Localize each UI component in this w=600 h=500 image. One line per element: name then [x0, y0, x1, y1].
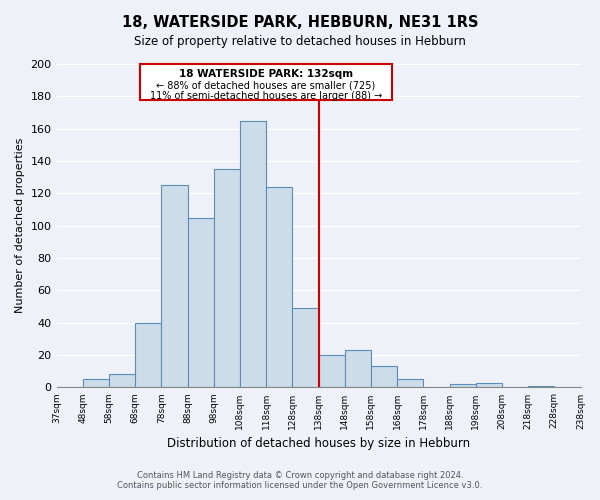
Text: Size of property relative to detached houses in Hebburn: Size of property relative to detached ho…: [134, 35, 466, 48]
Bar: [345, 350, 371, 388]
X-axis label: Distribution of detached houses by size in Hebburn: Distribution of detached houses by size …: [167, 437, 470, 450]
Text: Contains HM Land Registry data © Crown copyright and database right 2024.
Contai: Contains HM Land Registry data © Crown c…: [118, 470, 482, 490]
Bar: [476, 382, 502, 388]
Bar: [319, 355, 345, 388]
Bar: [161, 186, 188, 388]
Text: 11% of semi-detached houses are larger (88) →: 11% of semi-detached houses are larger (…: [150, 92, 382, 102]
Bar: [240, 120, 266, 388]
Bar: [266, 187, 292, 388]
Bar: [397, 380, 424, 388]
Bar: [135, 322, 161, 388]
Bar: [371, 366, 397, 388]
Text: 18, WATERSIDE PARK, HEBBURN, NE31 1RS: 18, WATERSIDE PARK, HEBBURN, NE31 1RS: [122, 15, 478, 30]
Bar: [214, 169, 240, 388]
Text: 18 WATERSIDE PARK: 132sqm: 18 WATERSIDE PARK: 132sqm: [179, 69, 353, 79]
Y-axis label: Number of detached properties: Number of detached properties: [15, 138, 25, 314]
Bar: [449, 384, 476, 388]
Bar: [292, 308, 319, 388]
Bar: [528, 386, 554, 388]
Bar: [109, 374, 135, 388]
Bar: [188, 218, 214, 388]
FancyBboxPatch shape: [140, 64, 392, 100]
Bar: [83, 380, 109, 388]
Text: ← 88% of detached houses are smaller (725): ← 88% of detached houses are smaller (72…: [157, 80, 376, 90]
